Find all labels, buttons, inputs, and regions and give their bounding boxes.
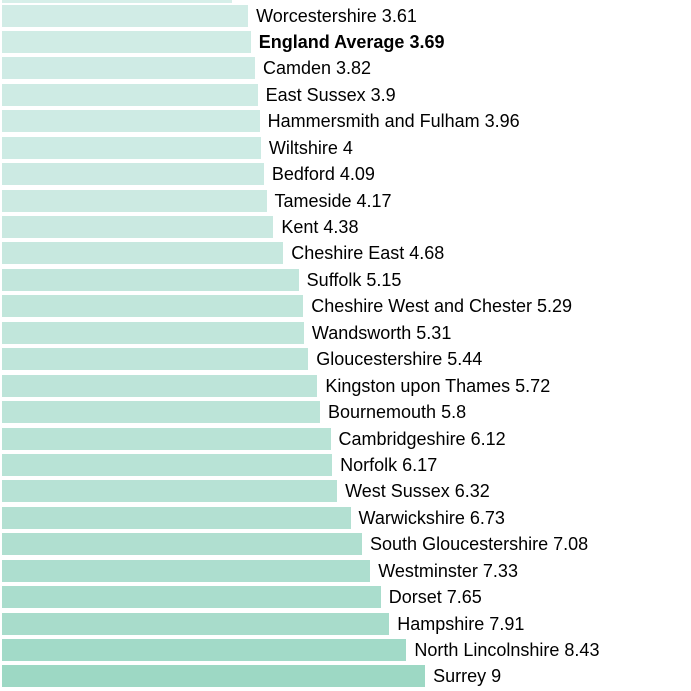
bar-row: Kingston upon Thames 5.72 <box>2 374 691 397</box>
bar-row: Dorset 7.65 <box>2 586 691 609</box>
bar-row: East Sussex 3.9 <box>2 83 691 106</box>
bar <box>2 110 260 133</box>
bar <box>2 163 264 186</box>
bar-label: Cambridgeshire 6.12 <box>338 428 506 449</box>
bar <box>2 30 251 53</box>
bar-label: Wiltshire 4 <box>268 137 353 158</box>
cropped-top-bar <box>2 0 232 3</box>
bar-row: North Lincolnshire 8.43 <box>2 639 691 661</box>
bar-label: Cheshire West and Chester 5.29 <box>311 296 573 317</box>
bar-label: England Average 3.69 <box>258 31 445 52</box>
bar <box>2 374 318 397</box>
bar-label: North Lincolnshire 8.43 <box>414 640 600 660</box>
bar <box>2 665 426 688</box>
bar-row: Bedford 4.09 <box>2 163 691 186</box>
bar-label: Kingston upon Thames 5.72 <box>325 375 551 396</box>
bar <box>2 427 331 450</box>
bar-label: Bournemouth 5.8 <box>328 402 467 423</box>
bar-label: Tameside 4.17 <box>274 190 392 211</box>
bar-row: Hammersmith and Fulham 3.96 <box>2 110 691 133</box>
bar-row: Camden 3.82 <box>2 57 691 80</box>
bar-row: England Average 3.69 <box>2 30 691 53</box>
bar-label: Surrey 9 <box>433 666 502 687</box>
bar <box>2 401 320 424</box>
bar-row: West Sussex 6.32 <box>2 480 691 503</box>
bar-row: Bournemouth 5.8 <box>2 401 691 424</box>
bar <box>2 453 333 476</box>
bar-row: Tameside 4.17 <box>2 189 691 212</box>
bar <box>2 559 371 582</box>
bar-label: Gloucestershire 5.44 <box>316 349 483 370</box>
bar-label: Dorset 7.65 <box>388 587 482 608</box>
bar-row: Cheshire West and Chester 5.29 <box>2 295 691 318</box>
bar-label: Westminster 7.33 <box>378 560 518 581</box>
bar <box>2 136 261 159</box>
bar-row: Worcestershire 3.61 <box>2 4 691 27</box>
bar <box>2 586 381 609</box>
bar-row: South Gloucestershire 7.08 <box>2 533 691 556</box>
bar-label: Wandsworth 5.31 <box>311 322 452 343</box>
bar-label: Suffolk 5.15 <box>306 269 402 290</box>
bar-row: Norfolk 6.17 <box>2 453 691 476</box>
bar-row: Cheshire East 4.68 <box>2 242 691 265</box>
bar-row: Kent 4.38 <box>2 216 691 238</box>
bar-label: Cheshire East 4.68 <box>291 243 445 264</box>
bar <box>2 268 299 291</box>
bar-row: Surrey 9 <box>2 665 691 688</box>
bar <box>2 189 267 212</box>
bar <box>2 348 309 371</box>
bar-label: West Sussex 6.32 <box>345 481 490 502</box>
bar-rows-container: Worcestershire 3.61 England Average 3.69 C… <box>2 4 691 688</box>
bar-label: Camden 3.82 <box>263 58 372 79</box>
bar-label: Warwickshire 6.73 <box>358 507 505 528</box>
bar <box>2 533 363 556</box>
bar-label: Bedford 4.09 <box>271 164 375 185</box>
bar <box>2 321 304 344</box>
bar-label: Kent 4.38 <box>281 217 359 237</box>
bar <box>2 57 255 80</box>
bar-row: Warwickshire 6.73 <box>2 506 691 529</box>
bar-row: Hampshire 7.91 <box>2 612 691 635</box>
bar-label: Hampshire 7.91 <box>397 613 525 634</box>
bar <box>2 216 274 238</box>
bar <box>2 4 249 27</box>
bar-row: Westminster 7.33 <box>2 559 691 582</box>
bar <box>2 639 407 661</box>
bar-label: East Sussex 3.9 <box>265 84 396 105</box>
bar <box>2 83 258 106</box>
bar-label: Worcestershire 3.61 <box>256 5 417 26</box>
bar-row: Gloucestershire 5.44 <box>2 348 691 371</box>
bar-row: Cambridgeshire 6.12 <box>2 427 691 450</box>
bar-row: Suffolk 5.15 <box>2 268 691 291</box>
bar-label: Hammersmith and Fulham 3.96 <box>267 111 520 132</box>
bar <box>2 295 304 318</box>
bar <box>2 612 390 635</box>
bar-label: South Gloucestershire 7.08 <box>370 534 589 555</box>
bar <box>2 242 284 265</box>
bar <box>2 480 338 503</box>
bar-row: Wiltshire 4 <box>2 136 691 159</box>
bar <box>2 506 351 529</box>
bar-row: Wandsworth 5.31 <box>2 321 691 344</box>
bar-label: Norfolk 6.17 <box>340 454 438 475</box>
